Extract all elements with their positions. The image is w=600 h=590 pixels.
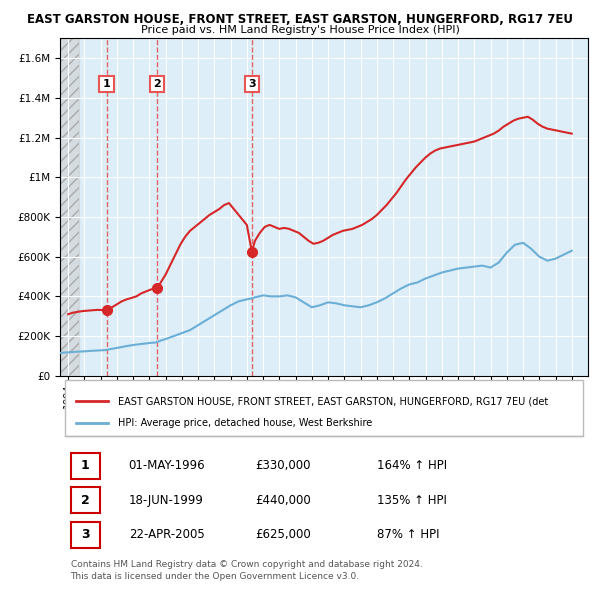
- Text: HPI: Average price, detached house, West Berkshire: HPI: Average price, detached house, West…: [118, 418, 373, 428]
- Text: 3: 3: [81, 528, 89, 541]
- Bar: [60, 38, 79, 376]
- Text: This data is licensed under the Open Government Licence v3.0.: This data is licensed under the Open Gov…: [71, 572, 359, 581]
- Bar: [60, 38, 79, 376]
- Text: 18-JUN-1999: 18-JUN-1999: [128, 494, 203, 507]
- Text: Price paid vs. HM Land Registry's House Price Index (HPI): Price paid vs. HM Land Registry's House …: [140, 25, 460, 35]
- Text: EAST GARSTON HOUSE, FRONT STREET, EAST GARSTON, HUNGERFORD, RG17 7EU: EAST GARSTON HOUSE, FRONT STREET, EAST G…: [27, 13, 573, 26]
- FancyBboxPatch shape: [71, 453, 100, 479]
- Text: Contains HM Land Registry data © Crown copyright and database right 2024.: Contains HM Land Registry data © Crown c…: [71, 559, 422, 569]
- Text: £440,000: £440,000: [256, 494, 311, 507]
- Text: £330,000: £330,000: [256, 460, 311, 473]
- Text: 3: 3: [248, 79, 256, 89]
- Text: EAST GARSTON HOUSE, FRONT STREET, EAST GARSTON, HUNGERFORD, RG17 7EU (det: EAST GARSTON HOUSE, FRONT STREET, EAST G…: [118, 396, 548, 406]
- FancyBboxPatch shape: [65, 380, 583, 437]
- Text: 1: 1: [81, 460, 89, 473]
- FancyBboxPatch shape: [71, 487, 100, 513]
- Text: 22-APR-2005: 22-APR-2005: [128, 528, 205, 541]
- FancyBboxPatch shape: [71, 522, 100, 548]
- Text: 1: 1: [103, 79, 110, 89]
- Text: 87% ↑ HPI: 87% ↑ HPI: [377, 528, 439, 541]
- Text: 164% ↑ HPI: 164% ↑ HPI: [377, 460, 447, 473]
- Text: 135% ↑ HPI: 135% ↑ HPI: [377, 494, 446, 507]
- Text: 2: 2: [153, 79, 161, 89]
- Text: £625,000: £625,000: [256, 528, 311, 541]
- Text: 2: 2: [81, 494, 89, 507]
- Text: 01-MAY-1996: 01-MAY-1996: [128, 460, 205, 473]
